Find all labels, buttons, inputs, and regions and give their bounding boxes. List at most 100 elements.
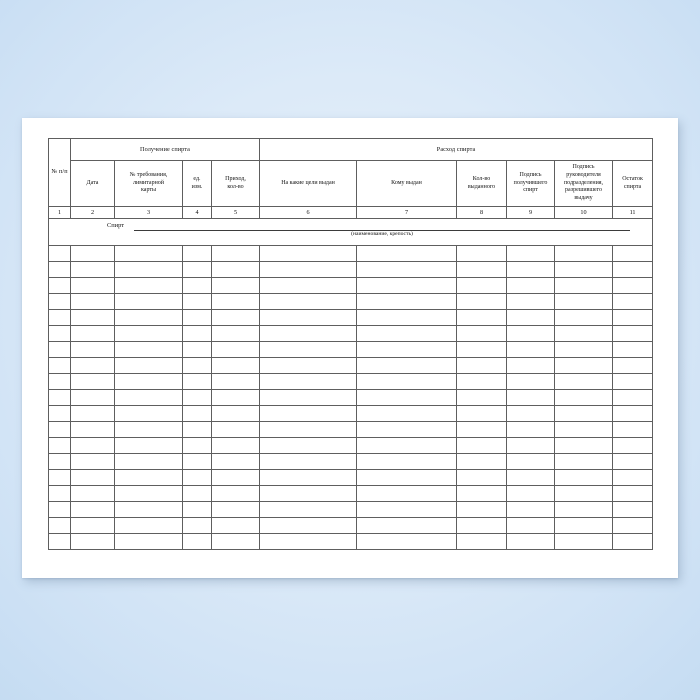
table-cell[interactable]: [356, 485, 458, 502]
table-row[interactable]: [48, 261, 654, 278]
table-cell[interactable]: [612, 261, 654, 278]
table-cell[interactable]: [210, 373, 261, 390]
table-cell[interactable]: [456, 533, 508, 550]
table-cell[interactable]: [356, 309, 458, 326]
table-cell[interactable]: [356, 261, 458, 278]
table-row[interactable]: [48, 405, 654, 422]
table-cell[interactable]: [48, 373, 71, 390]
table-cell[interactable]: [612, 325, 654, 342]
table-cell[interactable]: [210, 501, 261, 518]
table-cell[interactable]: [114, 453, 183, 470]
table-cell[interactable]: [554, 245, 614, 262]
table-cell[interactable]: [259, 453, 358, 470]
table-cell[interactable]: [506, 501, 556, 518]
table-cell[interactable]: [48, 485, 71, 502]
table-cell[interactable]: [259, 485, 358, 502]
table-cell[interactable]: [210, 437, 261, 454]
table-cell[interactable]: [182, 485, 212, 502]
table-cell[interactable]: [259, 309, 358, 326]
table-cell[interactable]: [70, 373, 115, 390]
table-cell[interactable]: [356, 245, 458, 262]
table-cell[interactable]: [612, 245, 654, 262]
table-cell[interactable]: [182, 357, 212, 374]
table-cell[interactable]: [70, 485, 115, 502]
table-cell[interactable]: [182, 261, 212, 278]
table-cell[interactable]: [456, 309, 508, 326]
table-cell[interactable]: [70, 453, 115, 470]
table-row[interactable]: [48, 501, 654, 518]
table-cell[interactable]: [48, 389, 71, 406]
table-cell[interactable]: [114, 421, 183, 438]
table-cell[interactable]: [182, 437, 212, 454]
table-cell[interactable]: [554, 405, 614, 422]
table-cell[interactable]: [114, 469, 183, 486]
table-cell[interactable]: [70, 405, 115, 422]
table-cell[interactable]: [210, 469, 261, 486]
table-cell[interactable]: [554, 341, 614, 358]
table-row[interactable]: [48, 389, 654, 406]
table-cell[interactable]: [114, 405, 183, 422]
table-cell[interactable]: [259, 325, 358, 342]
table-cell[interactable]: [554, 501, 614, 518]
table-cell[interactable]: [70, 245, 115, 262]
table-cell[interactable]: [456, 373, 508, 390]
table-cell[interactable]: [456, 501, 508, 518]
table-cell[interactable]: [554, 293, 614, 310]
table-cell[interactable]: [456, 437, 508, 454]
table-cell[interactable]: [554, 437, 614, 454]
table-cell[interactable]: [506, 517, 556, 534]
table-cell[interactable]: [506, 405, 556, 422]
table-cell[interactable]: [506, 373, 556, 390]
table-cell[interactable]: [456, 469, 508, 486]
table-cell[interactable]: [259, 245, 358, 262]
table-cell[interactable]: [48, 517, 71, 534]
table-row[interactable]: [48, 437, 654, 454]
table-cell[interactable]: [356, 389, 458, 406]
table-cell[interactable]: [259, 421, 358, 438]
table-row[interactable]: [48, 293, 654, 310]
table-row[interactable]: [48, 469, 654, 486]
table-cell[interactable]: [182, 469, 212, 486]
table-cell[interactable]: [70, 341, 115, 358]
table-cell[interactable]: [259, 261, 358, 278]
table-cell[interactable]: [114, 357, 183, 374]
table-row[interactable]: [48, 533, 654, 550]
table-cell[interactable]: [210, 277, 261, 294]
table-cell[interactable]: [114, 485, 183, 502]
table-cell[interactable]: [554, 373, 614, 390]
table-cell[interactable]: [182, 325, 212, 342]
table-cell[interactable]: [612, 485, 654, 502]
table-cell[interactable]: [554, 517, 614, 534]
table-cell[interactable]: [506, 389, 556, 406]
table-cell[interactable]: [506, 325, 556, 342]
table-cell[interactable]: [48, 261, 71, 278]
table-row[interactable]: [48, 421, 654, 438]
table-cell[interactable]: [506, 533, 556, 550]
table-cell[interactable]: [114, 293, 183, 310]
table-cell[interactable]: [210, 341, 261, 358]
table-cell[interactable]: [182, 501, 212, 518]
table-cell[interactable]: [182, 405, 212, 422]
table-cell[interactable]: [612, 501, 654, 518]
table-row[interactable]: [48, 453, 654, 470]
table-cell[interactable]: [48, 421, 71, 438]
table-cell[interactable]: [259, 437, 358, 454]
table-cell[interactable]: [259, 357, 358, 374]
table-cell[interactable]: [356, 277, 458, 294]
table-cell[interactable]: [48, 293, 71, 310]
table-cell[interactable]: [114, 533, 183, 550]
table-cell[interactable]: [70, 469, 115, 486]
table-cell[interactable]: [612, 293, 654, 310]
table-cell[interactable]: [114, 261, 183, 278]
table-cell[interactable]: [182, 533, 212, 550]
table-row[interactable]: [48, 517, 654, 534]
table-cell[interactable]: [114, 325, 183, 342]
table-cell[interactable]: [48, 533, 71, 550]
table-cell[interactable]: [259, 341, 358, 358]
table-cell[interactable]: [70, 517, 115, 534]
table-cell[interactable]: [210, 453, 261, 470]
table-cell[interactable]: [70, 501, 115, 518]
table-cell[interactable]: [114, 373, 183, 390]
table-cell[interactable]: [612, 469, 654, 486]
table-cell[interactable]: [114, 245, 183, 262]
